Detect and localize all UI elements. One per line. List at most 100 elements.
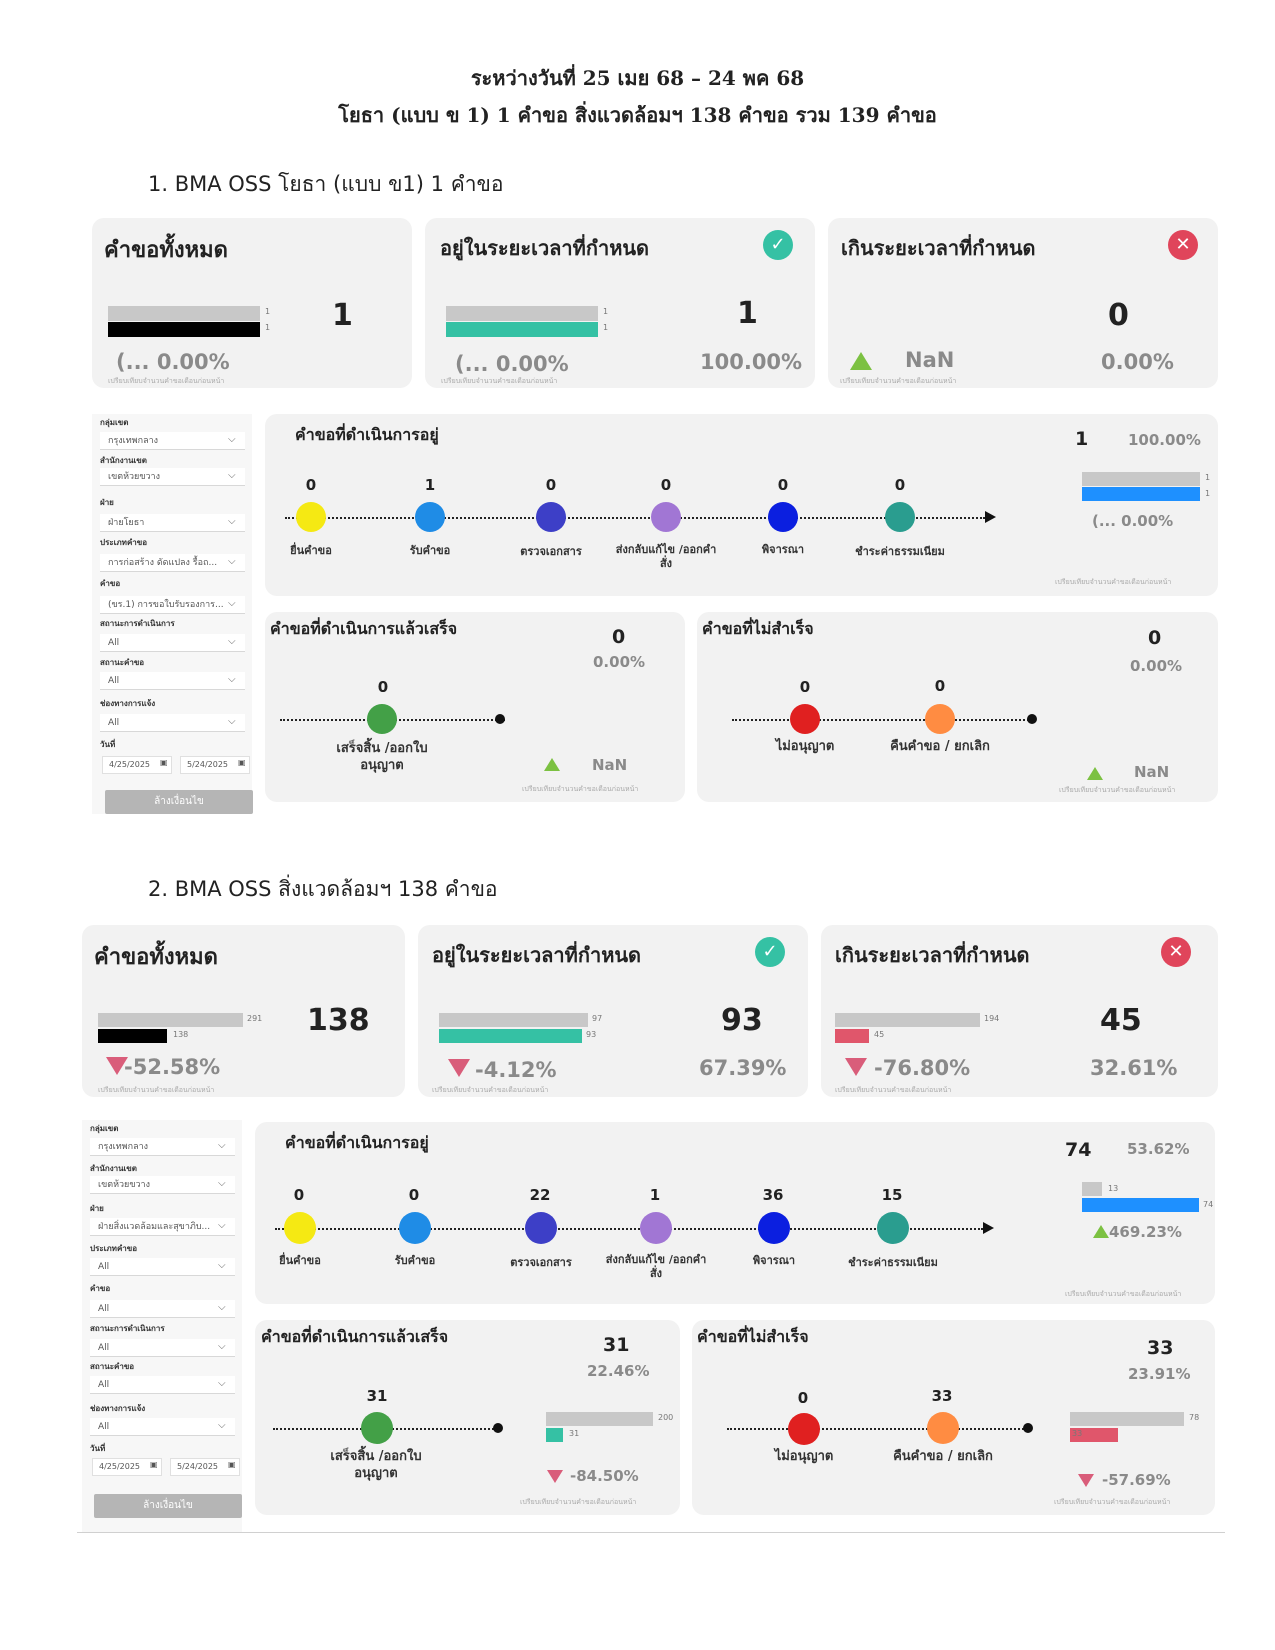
reject-count: 0 bbox=[797, 1389, 809, 1407]
previous-value: 1 bbox=[603, 307, 609, 316]
request-type-select[interactable]: การก่อสร้าง ดัดแปลง รื้อถ... bbox=[100, 554, 245, 572]
stage-label-receive: รับคำขอ bbox=[394, 1254, 436, 1267]
channel-select[interactable]: All bbox=[90, 1418, 235, 1436]
compare-note: เปรียบเทียบจำนวนคำขอเดือนก่อนหน้า bbox=[1065, 1290, 1182, 1298]
division-select[interactable]: ฝ่ายสิ่งแวดล้อมและสุขาภิบ... bbox=[90, 1218, 235, 1236]
late-percent: 0.00% bbox=[1101, 350, 1174, 374]
chevron-down-icon: ⌵ bbox=[218, 1341, 226, 1352]
stage-dot-receive bbox=[399, 1212, 431, 1244]
check-circle-icon: ✓ bbox=[755, 937, 785, 967]
progress-status-select[interactable]: All bbox=[90, 1339, 235, 1357]
compare-note: เปรียบเทียบจำนวนคำขอเดือนก่อนหน้า bbox=[441, 377, 558, 385]
cancel-label: คืนคำขอ / ยกเลิก bbox=[890, 739, 990, 754]
change-percent: (... 0.00% bbox=[1092, 512, 1174, 530]
stage-dot-consider bbox=[768, 502, 798, 532]
progress-status-select[interactable]: All bbox=[100, 634, 245, 652]
x-circle-icon: ✕ bbox=[1161, 937, 1191, 967]
request-select[interactable]: All bbox=[90, 1300, 235, 1318]
change-percent: -52.58% bbox=[124, 1055, 221, 1079]
stage-dot-submit bbox=[296, 502, 326, 532]
report-date-range: ระหว่างวันที่ 25 เมย 68 – 24 พค 68 bbox=[470, 66, 805, 90]
stage-count-submit: 0 bbox=[305, 476, 317, 494]
change-percent: NaN bbox=[905, 348, 955, 372]
inprogress-card: คำขอที่ดำเนินการอยู่ 74 53.62% 0 ยื่นคำข… bbox=[255, 1122, 1215, 1304]
date-to-input[interactable]: 5/24/2025 bbox=[180, 756, 250, 774]
compare-note: เปรียบเทียบจำนวนคำขอเดือนก่อนหน้า bbox=[522, 785, 639, 793]
chevron-down-icon: ⌵ bbox=[218, 1378, 226, 1389]
stage-dot-fee bbox=[877, 1212, 909, 1244]
filter-label-request: คำขอ bbox=[90, 1284, 111, 1293]
current-bar bbox=[546, 1428, 563, 1442]
clear-filters-button[interactable]: ล้างเงื่อนไข bbox=[94, 1494, 242, 1518]
current-bar bbox=[835, 1029, 869, 1043]
previous-value: 194 bbox=[984, 1014, 1000, 1023]
change-percent: NaN bbox=[592, 756, 628, 774]
date-from-input[interactable]: 4/25/2025 bbox=[102, 756, 172, 774]
previous-bar bbox=[446, 306, 598, 321]
clear-filters-button[interactable]: ล้างเงื่อนไข bbox=[105, 790, 253, 814]
calendar-icon[interactable]: ▣ bbox=[238, 758, 246, 767]
chevron-down-icon: ⌵ bbox=[228, 556, 236, 567]
stage-dot-fee bbox=[885, 502, 915, 532]
done-title: คำขอที่ดำเนินการแล้วเสร็จ bbox=[261, 1327, 449, 1346]
compare-note: เปรียบเทียบจำนวนคำขอเดือนก่อนหน้า bbox=[835, 1086, 952, 1094]
calendar-icon[interactable]: ▣ bbox=[160, 758, 168, 767]
chevron-down-icon: ⌵ bbox=[218, 1302, 226, 1313]
district-select[interactable]: เขตห้วยขวาง bbox=[100, 468, 245, 486]
failed-title: คำขอที่ไม่สำเร็จ bbox=[702, 619, 814, 638]
late-card: เกินระยะเวลาที่กำหนด ✕ 0 NaN 0.00% เปรีย… bbox=[828, 218, 1218, 388]
stage-dot-check bbox=[525, 1212, 557, 1244]
up-arrow-icon bbox=[1087, 767, 1103, 780]
done-percent: 22.46% bbox=[587, 1362, 650, 1380]
arrow-right-icon bbox=[983, 1222, 994, 1234]
request-status-select[interactable]: All bbox=[100, 672, 245, 690]
inprogress-percent: 100.00% bbox=[1128, 431, 1201, 449]
previous-bar bbox=[546, 1412, 653, 1426]
failed-line bbox=[732, 719, 1032, 721]
stage-label-return: ส่งกลับแก้ไข /ออกคำสั่ง bbox=[605, 1253, 707, 1280]
done-stage-label: เสร็จสิ้น /ออกใบอนุญาต bbox=[336, 741, 428, 773]
district-select[interactable]: เขตห้วยขวาง bbox=[90, 1176, 235, 1194]
down-arrow-icon bbox=[845, 1058, 867, 1076]
previous-value: 200 bbox=[658, 1413, 674, 1422]
end-dot bbox=[493, 1423, 503, 1433]
calendar-icon[interactable]: ▣ bbox=[150, 1460, 158, 1469]
change-percent: -57.69% bbox=[1102, 1471, 1171, 1489]
failed-line bbox=[727, 1428, 1027, 1430]
stage-label-receive: รับคำขอ bbox=[409, 544, 451, 557]
zone-group-select[interactable]: กรุงเทพกลาง bbox=[90, 1138, 235, 1156]
filter-label-division: ฝ่าย bbox=[100, 498, 114, 507]
stage-dot-return bbox=[651, 502, 681, 532]
reject-label: ไม่อนุญาต bbox=[775, 739, 835, 754]
chevron-down-icon: ⌵ bbox=[218, 1420, 226, 1431]
request-status-select[interactable]: All bbox=[90, 1376, 235, 1394]
request-select[interactable]: (ขร.1) การขอใบรับรองการ... bbox=[100, 596, 245, 614]
channel-select[interactable]: All bbox=[100, 714, 245, 732]
stage-dot-return bbox=[640, 1212, 672, 1244]
date-from-input[interactable]: 4/25/2025 bbox=[92, 1458, 162, 1476]
date-to-input[interactable]: 5/24/2025 bbox=[170, 1458, 240, 1476]
change-percent: (... 0.00% bbox=[116, 350, 230, 374]
request-type-select[interactable]: All bbox=[90, 1258, 235, 1276]
cancel-dot bbox=[927, 1412, 959, 1444]
calendar-icon[interactable]: ▣ bbox=[228, 1460, 236, 1469]
previous-value: 13 bbox=[1108, 1184, 1119, 1193]
stage-label-return: ส่งกลับแก้ไข /ออกคำสั่ง bbox=[615, 543, 717, 570]
done-title: คำขอที่ดำเนินการแล้วเสร็จ bbox=[270, 619, 458, 638]
current-bar bbox=[1082, 487, 1200, 501]
filter-label-progress-status: สถานะการดำเนินการ bbox=[100, 619, 175, 628]
stage-dot-consider bbox=[758, 1212, 790, 1244]
down-arrow-icon bbox=[547, 1470, 563, 1483]
pipeline-line bbox=[275, 1228, 983, 1230]
division-select[interactable]: ฝ่ายโยธา bbox=[100, 514, 245, 532]
done-stage-count: 31 bbox=[366, 1387, 388, 1405]
filter-label-zone-group: กลุ่มเขต bbox=[100, 418, 129, 427]
end-dot bbox=[1027, 714, 1037, 724]
previous-value: 97 bbox=[592, 1014, 603, 1023]
chevron-down-icon: ⌵ bbox=[218, 1140, 226, 1151]
compare-note: เปรียบเทียบจำนวนคำขอเดือนก่อนหน้า bbox=[520, 1498, 637, 1506]
divider bbox=[77, 1532, 1225, 1533]
zone-group-select[interactable]: กรุงเทพกลาง bbox=[100, 432, 245, 450]
late-percent: 32.61% bbox=[1090, 1056, 1178, 1080]
filter-panel: กลุ่มเขต กรุงเทพกลาง ⌵ สำนักงานเขต เขตห้… bbox=[82, 1120, 242, 1532]
